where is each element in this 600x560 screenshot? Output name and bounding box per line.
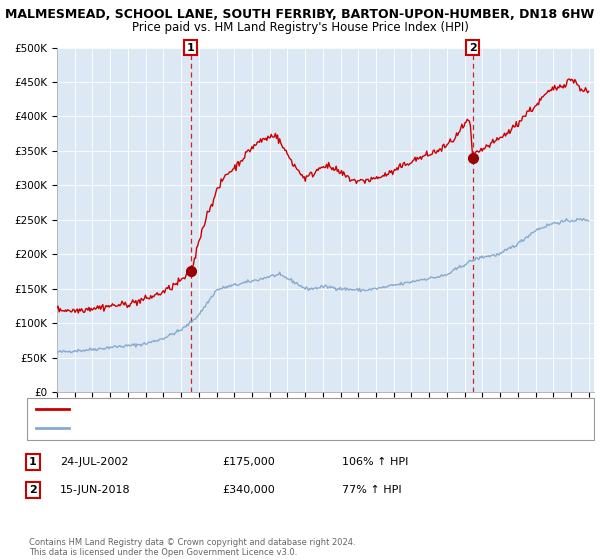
Text: 2: 2 — [29, 485, 37, 495]
Text: Price paid vs. HM Land Registry's House Price Index (HPI): Price paid vs. HM Land Registry's House … — [131, 21, 469, 34]
Text: 15-JUN-2018: 15-JUN-2018 — [60, 485, 131, 495]
Text: £175,000: £175,000 — [222, 457, 275, 467]
Text: 77% ↑ HPI: 77% ↑ HPI — [342, 485, 401, 495]
Text: 106% ↑ HPI: 106% ↑ HPI — [342, 457, 409, 467]
Text: £340,000: £340,000 — [222, 485, 275, 495]
Text: 2: 2 — [469, 43, 476, 53]
Text: HPI: Average price, detached house, North Lincolnshire: HPI: Average price, detached house, Nort… — [76, 423, 352, 433]
Text: MALMESMEAD, SCHOOL LANE, SOUTH FERRIBY, BARTON-UPON-HUMBER, DN18 6HW (de: MALMESMEAD, SCHOOL LANE, SOUTH FERRIBY, … — [76, 404, 518, 414]
Text: 1: 1 — [29, 457, 37, 467]
Text: MALMESMEAD, SCHOOL LANE, SOUTH FERRIBY, BARTON-UPON-HUMBER, DN18 6HW: MALMESMEAD, SCHOOL LANE, SOUTH FERRIBY, … — [5, 8, 595, 21]
Text: 24-JUL-2002: 24-JUL-2002 — [60, 457, 128, 467]
Text: Contains HM Land Registry data © Crown copyright and database right 2024.
This d: Contains HM Land Registry data © Crown c… — [29, 538, 355, 557]
Text: 1: 1 — [187, 43, 194, 53]
